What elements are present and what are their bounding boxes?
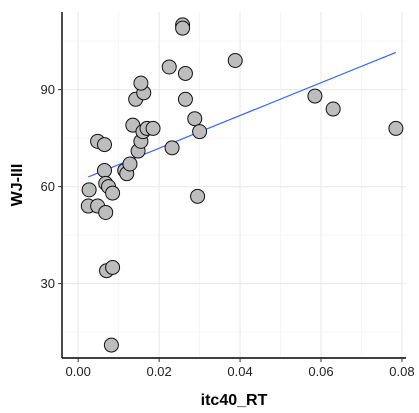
data-point	[190, 188, 206, 204]
axes	[58, 12, 406, 362]
x-tick-label: 0.04	[227, 364, 252, 379]
data-point	[145, 120, 161, 136]
data-point	[177, 65, 193, 81]
data-point	[325, 101, 341, 117]
data-point	[98, 204, 114, 220]
data-point	[103, 337, 119, 353]
data-point	[192, 124, 208, 140]
grid-lines	[62, 12, 406, 358]
data-point	[105, 185, 121, 201]
data-point	[122, 156, 138, 172]
data-point	[187, 111, 203, 127]
data-point	[227, 53, 243, 69]
x-axis-title: itc40_RT	[201, 392, 268, 409]
data-point	[307, 88, 323, 104]
data-point	[177, 91, 193, 107]
y-tick-label: 30	[41, 276, 55, 291]
data-point	[105, 259, 121, 275]
data-point	[164, 140, 180, 156]
y-axis-title: WJ-III	[9, 164, 26, 207]
data-point	[96, 137, 112, 153]
data-point	[161, 59, 177, 75]
tick-labels: 0.00 0.02 0.04 0.06 0.08 30 60 90	[41, 82, 415, 379]
data-points	[80, 17, 404, 353]
y-tick-label: 60	[41, 179, 55, 194]
data-point	[388, 120, 404, 136]
data-point	[133, 75, 149, 91]
y-tick-label: 90	[41, 82, 55, 97]
x-tick-label: 0.08	[389, 364, 414, 379]
data-point	[96, 162, 112, 178]
x-tick-label: 0.00	[66, 364, 91, 379]
x-tick-label: 0.06	[308, 364, 333, 379]
x-tick-label: 0.02	[146, 364, 171, 379]
data-point	[175, 20, 191, 36]
data-point	[81, 182, 97, 198]
